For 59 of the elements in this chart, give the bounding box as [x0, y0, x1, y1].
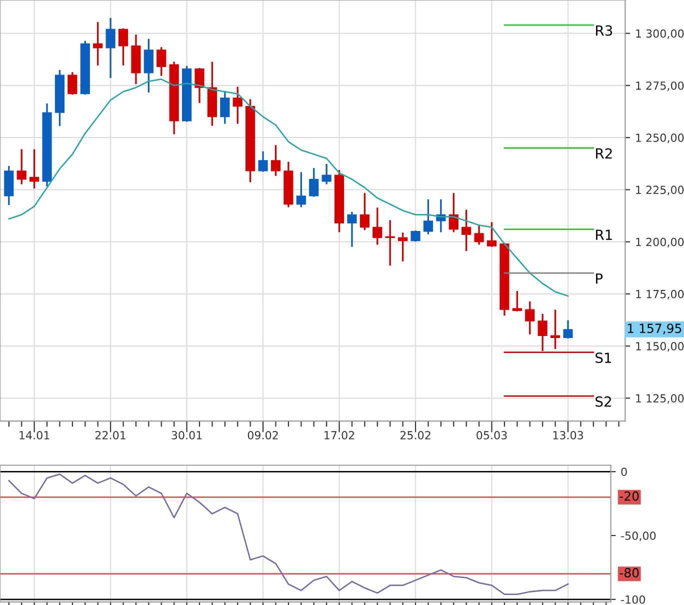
candlestick: [550, 310, 560, 349]
candlestick: [372, 208, 382, 245]
candlestick: [232, 86, 242, 124]
candlestick: [16, 149, 26, 184]
x-tick-label: 25.02: [400, 431, 430, 440]
candlestick: [322, 164, 332, 184]
candlestick: [106, 18, 116, 78]
x-tick-label: 17.02: [324, 431, 354, 440]
candlestick: [563, 320, 573, 339]
candlestick: [296, 172, 306, 208]
candlestick: [474, 225, 484, 245]
candlestick: [360, 193, 370, 230]
candlestick: [258, 151, 268, 172]
candlestick: [347, 212, 357, 247]
series-label: P: [596, 274, 603, 284]
candlestick: [512, 291, 522, 312]
y-tick-label: 1 225,00: [636, 186, 684, 196]
candlestick: [462, 210, 472, 251]
x-tick-label: 30.01: [172, 431, 202, 440]
x-tick-label: 14.01: [20, 431, 50, 440]
candlestick: [30, 149, 40, 188]
x-tick-label: 09.02: [248, 431, 278, 440]
candlestick: [525, 301, 535, 334]
text: 1 157,95: [628, 324, 682, 334]
series-label: R1: [596, 230, 612, 240]
candlestick: [309, 168, 319, 197]
candlestick: [118, 28, 128, 66]
series-label: R3: [596, 25, 612, 36]
y-tick-label: 1 275,00: [636, 81, 684, 91]
candlestick: [423, 199, 434, 234]
series-label: R2: [596, 148, 612, 159]
y-tick-label: 1 125,00: [636, 394, 684, 404]
candlestick: [385, 220, 395, 266]
candlestick: [68, 72, 78, 95]
y-tick-label: -50,00: [621, 532, 656, 542]
x-tick-label: 13.03: [553, 431, 584, 440]
x-tick-label: 05.03: [476, 431, 507, 440]
candlestick: [398, 232, 408, 262]
candlestick: [144, 38, 154, 93]
candlestick: [270, 145, 281, 176]
candlestick: [220, 90, 230, 124]
y-tick-label: -100: [621, 595, 646, 604]
series-label: S1: [596, 352, 612, 364]
x-tick-label: 22.01: [95, 431, 126, 440]
candlestick: [486, 222, 497, 247]
y-tick-label: 1 175,00: [636, 290, 684, 300]
y-tick-label: 1 200,00: [636, 238, 684, 248]
series-label: S2: [596, 396, 611, 407]
candlestick: [93, 22, 103, 66]
ref-line-label: -80: [620, 568, 639, 578]
line-series: [8, 473, 569, 596]
y-tick-label: 1 300,00: [636, 29, 684, 39]
y-tick-label: 1 250,00: [636, 134, 684, 144]
y-tick-label: 0: [621, 468, 627, 476]
candlestick: [194, 68, 204, 103]
candlestick: [410, 230, 420, 242]
candlestick: [156, 47, 166, 76]
y-tick-label: 1 150,00: [636, 342, 684, 352]
ref-line-label: -20: [620, 491, 639, 501]
